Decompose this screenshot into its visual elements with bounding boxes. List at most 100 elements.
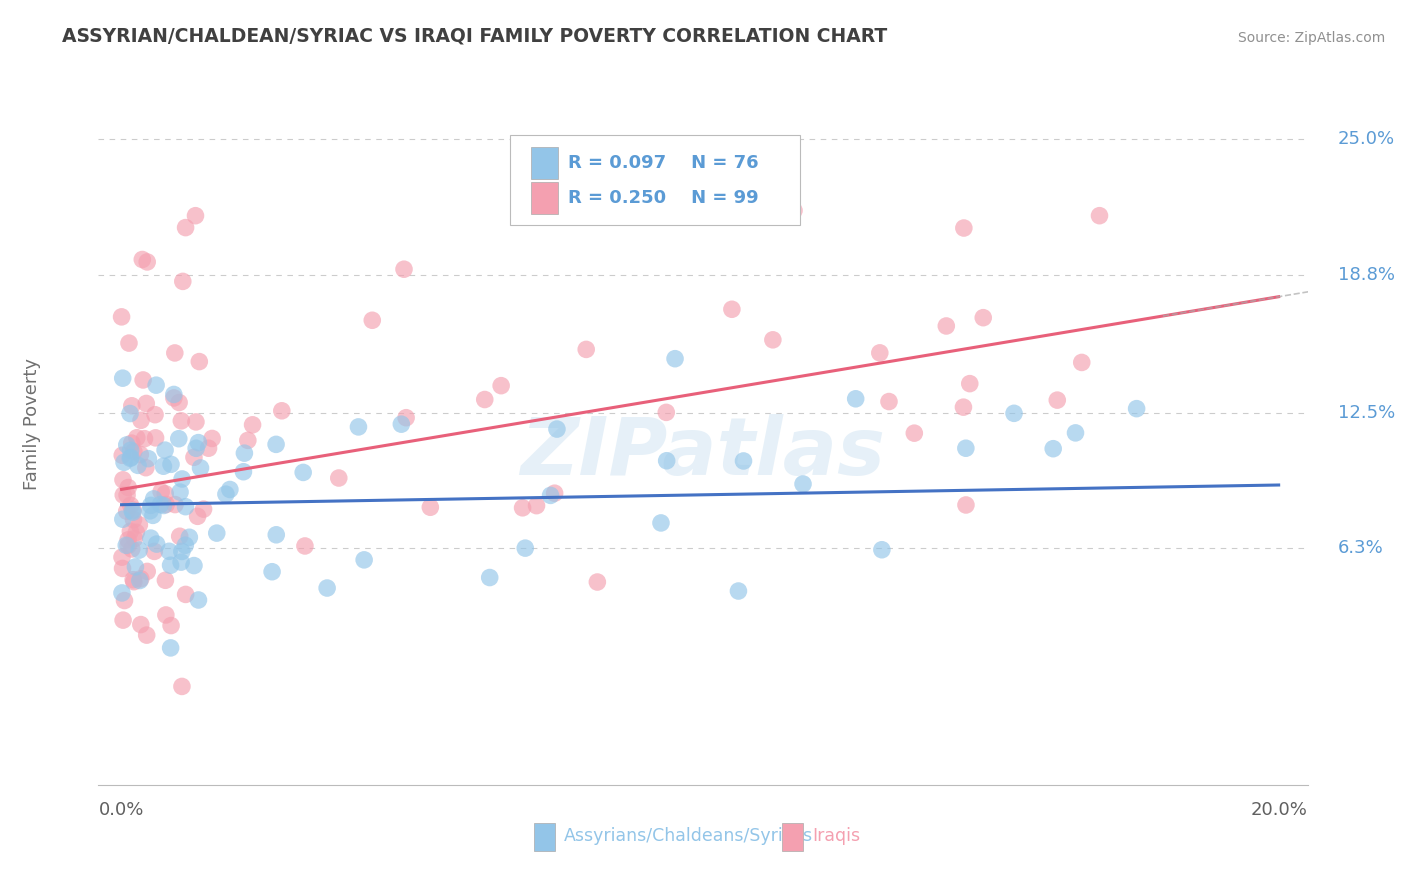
Point bbox=[546, 422, 568, 436]
Point bbox=[1064, 425, 1087, 440]
Point bbox=[170, 414, 193, 428]
Point bbox=[125, 431, 148, 445]
Point bbox=[395, 410, 418, 425]
Point bbox=[121, 504, 143, 518]
Point bbox=[121, 399, 143, 413]
Point bbox=[170, 555, 193, 569]
Text: 6.3%: 6.3% bbox=[1339, 540, 1384, 558]
Point bbox=[136, 255, 159, 269]
Text: ZIPatlas: ZIPatlas bbox=[520, 414, 886, 491]
Text: Iraqis: Iraqis bbox=[811, 827, 860, 845]
Point bbox=[1088, 209, 1111, 223]
Point bbox=[721, 302, 744, 317]
Point bbox=[163, 391, 186, 405]
Point bbox=[543, 486, 565, 500]
Point bbox=[120, 524, 142, 539]
Point bbox=[121, 436, 143, 450]
Point bbox=[270, 404, 292, 418]
Point bbox=[118, 336, 141, 351]
Point bbox=[353, 553, 375, 567]
Point bbox=[959, 376, 981, 391]
Point bbox=[111, 586, 134, 600]
Point bbox=[120, 451, 142, 466]
Point bbox=[1125, 401, 1147, 416]
Point bbox=[347, 420, 370, 434]
Point bbox=[129, 413, 152, 427]
Text: 25.0%: 25.0% bbox=[1339, 130, 1395, 148]
Point bbox=[112, 488, 135, 502]
Point bbox=[174, 500, 197, 514]
Point bbox=[1046, 393, 1069, 408]
Point bbox=[120, 498, 142, 512]
Point bbox=[145, 431, 167, 445]
Point bbox=[143, 544, 166, 558]
Text: Assyrians/Chaldeans/Syriacs: Assyrians/Chaldeans/Syriacs bbox=[564, 827, 813, 845]
Point bbox=[122, 574, 145, 589]
Point bbox=[205, 526, 228, 541]
Point bbox=[163, 346, 186, 360]
Point bbox=[122, 503, 145, 517]
Point bbox=[163, 498, 186, 512]
Point bbox=[115, 538, 138, 552]
Point bbox=[262, 565, 284, 579]
Point bbox=[733, 454, 755, 468]
Point bbox=[219, 483, 242, 497]
Point bbox=[845, 392, 868, 406]
Point bbox=[184, 209, 207, 223]
Point bbox=[193, 502, 215, 516]
Point bbox=[172, 472, 194, 486]
Text: Source: ZipAtlas.com: Source: ZipAtlas.com bbox=[1237, 31, 1385, 45]
Point bbox=[869, 346, 891, 360]
Point bbox=[169, 529, 191, 543]
Point bbox=[783, 203, 806, 218]
Point bbox=[149, 498, 172, 512]
Point bbox=[174, 220, 197, 235]
Point bbox=[184, 415, 207, 429]
Point bbox=[129, 448, 152, 462]
Point bbox=[145, 537, 167, 551]
Bar bbox=[782, 822, 803, 852]
Point bbox=[877, 394, 900, 409]
Point bbox=[187, 509, 209, 524]
Bar bbox=[531, 147, 558, 179]
Text: Family Poverty: Family Poverty bbox=[22, 358, 41, 490]
Point bbox=[155, 498, 177, 512]
Point bbox=[112, 455, 135, 469]
Point bbox=[111, 448, 134, 462]
Point bbox=[389, 417, 412, 432]
Text: R = 0.097    N = 76: R = 0.097 N = 76 bbox=[568, 154, 758, 172]
Point bbox=[115, 488, 138, 502]
Point bbox=[328, 471, 350, 485]
Point bbox=[186, 442, 208, 456]
Text: ASSYRIAN/CHALDEAN/SYRIAC VS IRAQI FAMILY POVERTY CORRELATION CHART: ASSYRIAN/CHALDEAN/SYRIAC VS IRAQI FAMILY… bbox=[62, 27, 887, 45]
Point bbox=[124, 560, 146, 574]
Point bbox=[152, 499, 174, 513]
Point bbox=[163, 387, 186, 401]
Point bbox=[903, 426, 925, 441]
Point bbox=[953, 221, 976, 235]
Point bbox=[792, 477, 814, 491]
Point bbox=[392, 262, 415, 277]
Point bbox=[131, 252, 153, 267]
Point bbox=[155, 574, 177, 588]
Point bbox=[232, 465, 254, 479]
Point bbox=[179, 530, 201, 544]
Point bbox=[955, 442, 977, 456]
Point bbox=[170, 544, 193, 558]
Point bbox=[489, 378, 512, 392]
Point bbox=[172, 274, 194, 288]
Point bbox=[474, 392, 496, 407]
Point bbox=[111, 561, 134, 575]
Point bbox=[142, 508, 165, 523]
Point bbox=[512, 500, 534, 515]
Point bbox=[120, 450, 142, 465]
Point bbox=[142, 491, 165, 506]
Point bbox=[952, 400, 974, 414]
Point bbox=[242, 417, 264, 432]
Point bbox=[167, 395, 190, 409]
Point bbox=[419, 500, 441, 515]
FancyBboxPatch shape bbox=[509, 135, 800, 225]
Point bbox=[174, 587, 197, 601]
Point bbox=[1042, 442, 1064, 456]
Point bbox=[955, 498, 977, 512]
